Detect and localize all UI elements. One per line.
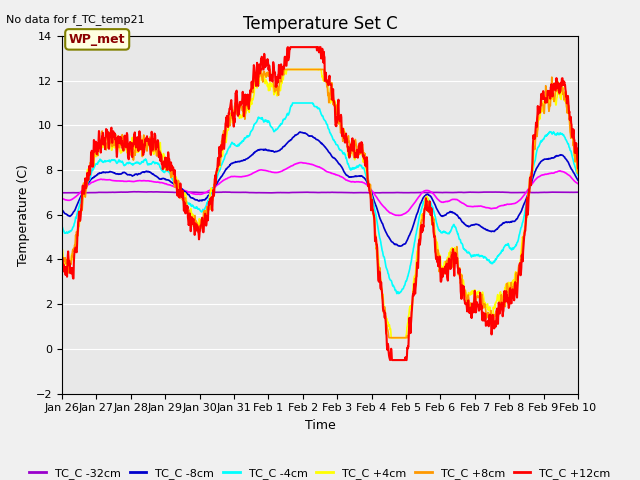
TC_C -16cm [401,211,408,216]
TC_C -16cm [173,185,180,191]
TC_C +8cm [574,170,582,176]
TC_C -8cm [161,176,168,181]
TC_C +4cm [173,176,180,182]
TC_C -4cm [161,169,168,175]
TC_C -4cm [393,291,401,297]
TC_C -32cm [468,190,476,195]
TC_C -8cm [230,160,238,166]
TC_C -8cm [173,183,180,189]
Title: Temperature Set C: Temperature Set C [243,15,397,33]
TC_C +4cm [468,291,476,297]
TC_C +4cm [401,335,408,341]
TC_C -4cm [468,253,476,259]
TC_C +4cm [161,153,168,159]
TC_C +4cm [574,169,582,175]
TC_C +12cm [468,315,476,321]
Text: WP_met: WP_met [69,33,125,46]
TC_C +12cm [173,185,180,191]
TC_C -32cm [231,190,239,195]
TC_C +8cm [173,185,180,191]
Legend: TC_C -32cm, TC_C -16cm, TC_C -8cm, TC_C -4cm, TC_C +4cm, TC_C +8cm, TC_C +12cm: TC_C -32cm, TC_C -16cm, TC_C -8cm, TC_C … [25,464,615,480]
TC_C +4cm [230,108,238,113]
TC_C +8cm [58,254,66,260]
TC_C +4cm [513,280,521,286]
TC_C +8cm [401,335,408,341]
X-axis label: Time: Time [305,419,335,432]
Line: TC_C +12cm: TC_C +12cm [62,47,578,360]
TC_C -32cm [161,189,168,195]
TC_C -8cm [397,243,404,249]
TC_C +4cm [387,335,395,341]
TC_C -4cm [230,141,238,147]
TC_C -4cm [401,283,408,288]
TC_C -8cm [296,129,304,135]
TC_C -8cm [401,241,408,247]
TC_C +12cm [230,120,238,125]
TC_C +8cm [230,103,238,109]
TC_C +12cm [284,44,292,50]
TC_C +8cm [385,335,393,341]
TC_C -32cm [574,189,582,195]
TC_C -16cm [297,159,305,165]
TC_C -4cm [289,100,296,106]
TC_C -8cm [58,207,66,213]
TC_C -16cm [574,181,582,187]
TC_C +12cm [401,357,408,363]
Line: TC_C -16cm: TC_C -16cm [62,162,578,216]
TC_C -16cm [395,213,403,218]
TC_C -8cm [468,222,476,228]
Text: No data for f_TC_temp21: No data for f_TC_temp21 [6,14,145,25]
TC_C -4cm [58,224,66,229]
TC_C +4cm [58,245,66,251]
TC_C -16cm [58,195,66,201]
TC_C -32cm [513,190,521,195]
TC_C -4cm [574,172,582,178]
TC_C +12cm [513,288,521,293]
TC_C -16cm [513,199,521,205]
TC_C -8cm [513,216,521,221]
Line: TC_C -8cm: TC_C -8cm [62,132,578,246]
TC_C -8cm [574,178,582,183]
TC_C -16cm [230,174,238,180]
TC_C +12cm [387,357,394,363]
Line: TC_C +4cm: TC_C +4cm [62,70,578,338]
TC_C +8cm [513,277,521,283]
TC_C -32cm [58,190,66,196]
TC_C -32cm [131,189,138,194]
TC_C -4cm [513,240,521,245]
Line: TC_C -32cm: TC_C -32cm [62,192,578,193]
TC_C +12cm [161,164,168,169]
TC_C +12cm [574,166,582,171]
Y-axis label: Temperature (C): Temperature (C) [17,164,30,266]
TC_C -16cm [161,180,168,186]
TC_C -32cm [173,190,181,195]
Line: TC_C -4cm: TC_C -4cm [62,103,578,294]
TC_C -16cm [468,204,476,209]
TC_C +8cm [468,306,476,312]
TC_C +8cm [257,67,264,72]
TC_C -32cm [401,190,408,195]
TC_C -32cm [267,190,275,196]
TC_C +12cm [58,254,66,260]
TC_C -4cm [173,182,180,188]
TC_C +8cm [161,160,168,166]
Line: TC_C +8cm: TC_C +8cm [62,70,578,338]
TC_C +4cm [284,67,291,72]
